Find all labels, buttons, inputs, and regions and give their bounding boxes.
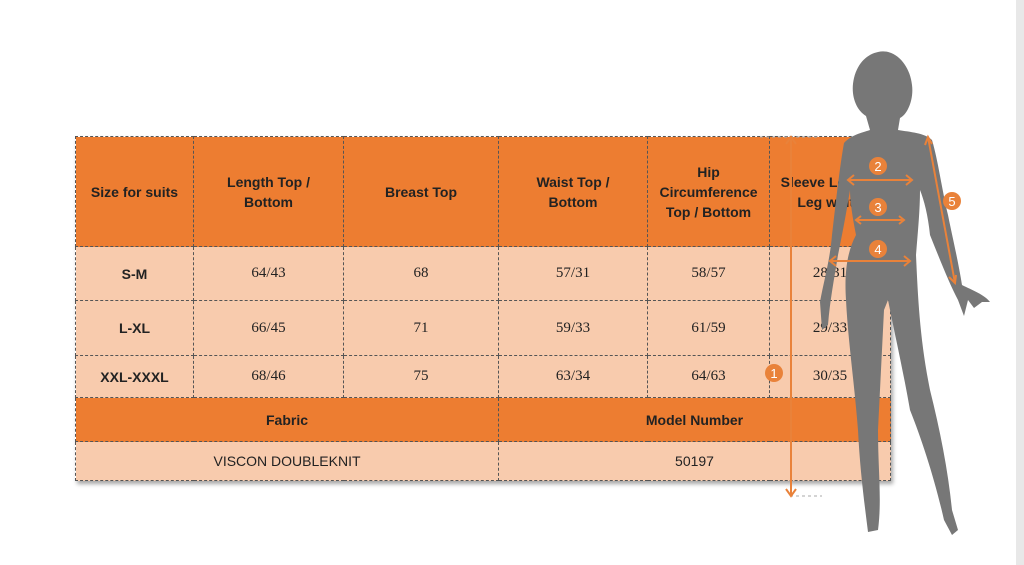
fabric-model-header-row: Fabric Model Number xyxy=(75,397,891,442)
table-cell: 75 xyxy=(343,355,499,398)
marker-3: 3 xyxy=(869,198,887,216)
table-cell: 61/59 xyxy=(647,300,770,356)
table-cell: 63/34 xyxy=(498,355,648,398)
header-cell: Breast Top xyxy=(343,136,499,247)
svg-text:4: 4 xyxy=(874,242,881,257)
marker-5: 5 xyxy=(943,192,961,210)
svg-text:5: 5 xyxy=(948,194,955,209)
svg-text:3: 3 xyxy=(874,200,881,215)
marker-1: 1 xyxy=(765,364,783,382)
size-chart-table: Size for suits Length Top / Bottom Breas… xyxy=(75,136,891,481)
model-number-label: Model Number xyxy=(498,397,891,442)
header-cell: Waist Top / Bottom xyxy=(498,136,648,247)
fabric-model-value-row: VISCON DOUBLEKNIT 50197 xyxy=(75,441,891,481)
table-row: L-XL 66/45 71 59/33 61/59 29/33 xyxy=(75,300,891,356)
body-measurement-figure: 1 2 3 4 5 xyxy=(760,51,990,535)
table-cell: 59/33 xyxy=(498,300,648,356)
size-cell: S-M xyxy=(75,246,194,301)
svg-text:1: 1 xyxy=(770,366,777,381)
marker-4: 4 xyxy=(869,240,887,258)
silhouette xyxy=(820,51,990,535)
header-cell: Hip Circumference Top / Bottom xyxy=(647,136,770,247)
scrollbar[interactable] xyxy=(1016,0,1024,565)
measurement-lines xyxy=(760,134,957,498)
table-row: XXL-XXXL 68/46 75 63/34 64/63 30/35 xyxy=(75,355,891,398)
header-row: Size for suits Length Top / Bottom Breas… xyxy=(75,136,891,247)
table-cell: 64/63 xyxy=(647,355,770,398)
svg-text:2: 2 xyxy=(874,159,881,174)
fabric-label: Fabric xyxy=(75,397,499,442)
table-cell: 71 xyxy=(343,300,499,356)
marker-2: 2 xyxy=(869,157,887,175)
header-cell: Length Top / Bottom xyxy=(193,136,344,247)
size-cell: L-XL xyxy=(75,300,194,356)
size-cell: XXL-XXXL xyxy=(75,355,194,398)
model-number-value: 50197 xyxy=(498,441,891,481)
table-cell: 57/31 xyxy=(498,246,648,301)
header-cell: Size for suits xyxy=(75,136,194,247)
table-cell: 64/43 xyxy=(193,246,344,301)
table-cell: 58/57 xyxy=(647,246,770,301)
table-cell: 68 xyxy=(343,246,499,301)
fabric-value: VISCON DOUBLEKNIT xyxy=(75,441,499,481)
table-cell: 68/46 xyxy=(193,355,344,398)
table-cell: 66/45 xyxy=(193,300,344,356)
